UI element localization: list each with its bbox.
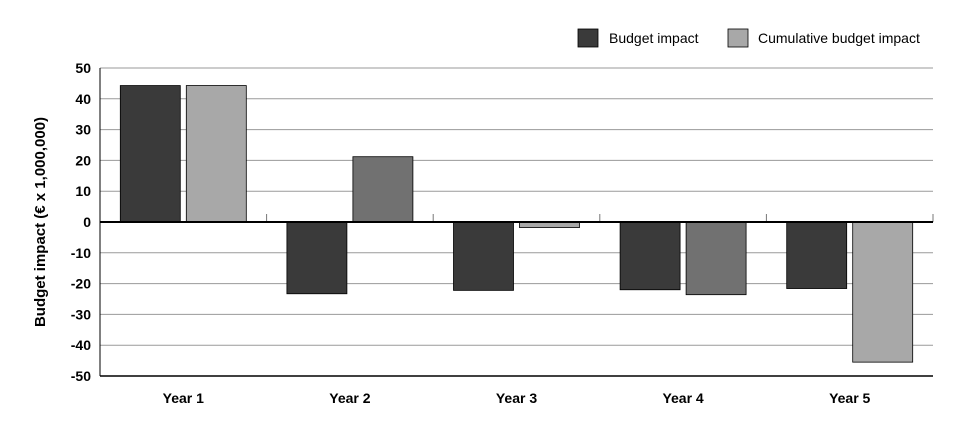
- y-tick-label: 10: [75, 183, 91, 199]
- legend-label-budget-impact: Budget impact: [609, 30, 699, 46]
- legend-swatch-cumulative-budget-impact: [727, 28, 749, 48]
- legend-swatch-budget-impact: [577, 28, 599, 48]
- x-tick-label: Year 5: [829, 390, 870, 406]
- bar-cumulative-budget-impact: [852, 221, 914, 363]
- bar-cumulative-budget-impact: [352, 156, 414, 223]
- y-tick-label: -50: [71, 368, 91, 384]
- y-tick-label: -30: [71, 306, 91, 322]
- x-tick-label: Year 3: [496, 390, 537, 406]
- y-tick-label: 50: [75, 60, 91, 76]
- y-tick-label: 0: [83, 214, 91, 230]
- x-tick-label: Year 2: [329, 390, 370, 406]
- x-tick-label: Year 4: [662, 390, 703, 406]
- bar-cumulative-budget-impact: [685, 221, 747, 296]
- axes: [99, 68, 934, 377]
- y-tick-label: 30: [75, 122, 91, 138]
- bar-budget-impact: [619, 221, 681, 291]
- legend-label-cumulative-budget-impact: Cumulative budget impact: [758, 30, 920, 46]
- bar-budget-impact: [286, 221, 348, 295]
- y-axis-label: Budget impact (€ x 1,000,000): [32, 117, 49, 327]
- y-tick-label: -10: [71, 245, 91, 261]
- y-tick-labels: 50 40 30 20 10 0 -10 -20 -30 -40 -50: [71, 60, 91, 384]
- x-tick-labels: Year 1 Year 2 Year 3 Year 4 Year 5: [163, 390, 871, 406]
- legend: Budget impact Cumulative budget impact: [577, 28, 920, 48]
- bars: [119, 85, 914, 363]
- bar-cumulative-budget-impact: [185, 85, 247, 223]
- x-tick-label: Year 1: [163, 390, 204, 406]
- y-tick-label: 40: [75, 91, 91, 107]
- bar-budget-impact: [453, 221, 514, 291]
- y-tick-label: 20: [75, 152, 91, 168]
- bar-budget-impact: [786, 221, 848, 289]
- y-tick-label: -20: [71, 276, 91, 292]
- y-tick-label: -40: [71, 337, 91, 353]
- bar-budget-impact: [119, 85, 181, 223]
